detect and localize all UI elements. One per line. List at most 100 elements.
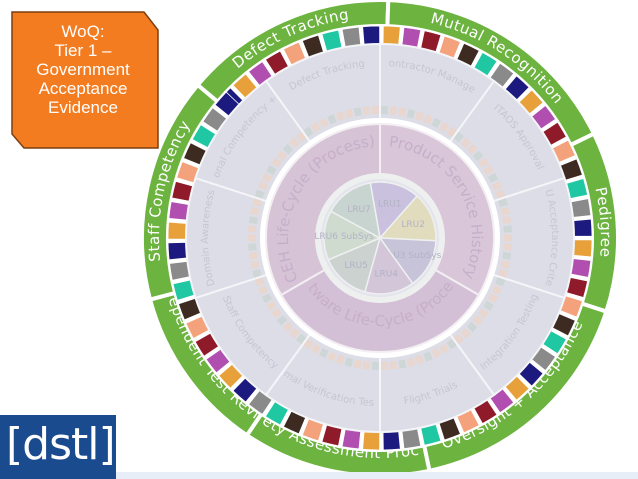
middle-tick [250, 260, 260, 269]
indicator-square [382, 25, 401, 46]
indicator-square [341, 428, 362, 450]
middle-tick [335, 354, 345, 365]
middle-tick [491, 285, 502, 295]
indicator-square [362, 430, 381, 451]
middle-tick [500, 207, 510, 216]
callout-line: Tier 1 – [54, 41, 112, 60]
middle-tick [276, 150, 288, 161]
middle-tick [415, 354, 425, 365]
middle-tick [503, 243, 512, 251]
middle-tick [406, 357, 416, 367]
middle-tick [466, 143, 478, 155]
middle-tick [289, 137, 300, 149]
middle-tick [344, 109, 354, 119]
indicator-square [167, 221, 187, 240]
middle-tick [252, 269, 262, 278]
middle-tick [498, 198, 508, 207]
middle-tick [266, 165, 277, 176]
middle-tick [472, 150, 484, 161]
middle-tick [311, 343, 321, 355]
outer-ring-label: Pedigree [591, 185, 615, 258]
core-label: LRU2 [401, 220, 425, 230]
middle-tick [498, 269, 508, 278]
middle-tick [282, 143, 294, 155]
middle-tick [266, 300, 277, 311]
middle-tick [446, 338, 457, 350]
middle-tick [503, 234, 512, 242]
middle-tick [431, 347, 441, 359]
middle-tick [381, 106, 389, 115]
callout-line: WoQ: [61, 22, 105, 41]
middle-tick [371, 361, 379, 370]
middle-tick [478, 157, 489, 168]
middle-tick [415, 111, 425, 122]
callout-box [11, 11, 159, 149]
middle-tick [248, 225, 257, 233]
middle-tick [495, 277, 506, 287]
middle-tick [344, 357, 354, 367]
middle-tick [327, 114, 337, 125]
middle-tick [254, 189, 265, 199]
core-segment [378, 237, 437, 285]
callout-line: Government [36, 60, 130, 79]
middle-tick [500, 260, 510, 269]
indicator-square [362, 25, 381, 46]
middle-tick [446, 126, 457, 138]
middle-tick [252, 198, 262, 207]
core-label: LRU6 SubSys [314, 232, 374, 242]
callout-line: Acceptance [38, 79, 128, 98]
middle-tick [398, 107, 407, 117]
middle-tick [495, 189, 506, 199]
middle-tick [453, 333, 464, 345]
middle-tick [250, 207, 260, 216]
middle-tick [353, 359, 362, 369]
middle-tick [296, 333, 307, 345]
middle-tick [453, 131, 464, 143]
dstl-logo: [dstl] [0, 415, 116, 479]
indicator-square [168, 201, 190, 221]
middle-tick [439, 343, 449, 355]
middle-tick [271, 157, 282, 168]
middle-tick [258, 285, 269, 295]
middle-tick [296, 131, 307, 143]
core-label: LRU1 [378, 199, 402, 209]
middle-tick [248, 234, 257, 242]
core-border [315, 173, 445, 303]
middle-tick [431, 117, 441, 129]
middle-tick [362, 360, 371, 370]
indicator-square [572, 239, 593, 258]
middle-tick [478, 308, 489, 319]
middle-tick [254, 277, 265, 287]
middle-tick [335, 111, 345, 122]
middle-tick [491, 181, 502, 191]
middle-tick [371, 106, 379, 115]
middle-tick [406, 109, 416, 119]
middle-tick [502, 252, 512, 260]
middle-tick [248, 252, 258, 260]
middle-tick [289, 327, 300, 339]
footer-strip [0, 472, 638, 479]
middle-tick [460, 137, 471, 149]
middle-tick [423, 351, 433, 362]
middle-tick [303, 338, 314, 350]
core-segment [329, 181, 382, 240]
callout-line: Evidence [48, 98, 118, 117]
indicator-square [341, 26, 362, 48]
middle-tick [261, 173, 273, 183]
core-label: LRU4 [374, 269, 398, 279]
middle-tick [327, 351, 337, 362]
middle-tick [381, 361, 389, 370]
indicator-square [572, 218, 593, 237]
middle-tick [483, 165, 494, 176]
middle-tick [503, 225, 512, 233]
middle-tick [276, 315, 288, 326]
middle-tick [439, 121, 449, 133]
callout-text: WoQ: Tier 1 – Government Acceptance Evid… [18, 22, 148, 117]
middle-tick [487, 173, 499, 183]
core-label: LRU7 [347, 205, 371, 215]
core-segment [323, 210, 382, 261]
logo-text: [dstl] [6, 419, 116, 470]
middle-tick [460, 327, 471, 339]
indicator-square [382, 430, 401, 451]
